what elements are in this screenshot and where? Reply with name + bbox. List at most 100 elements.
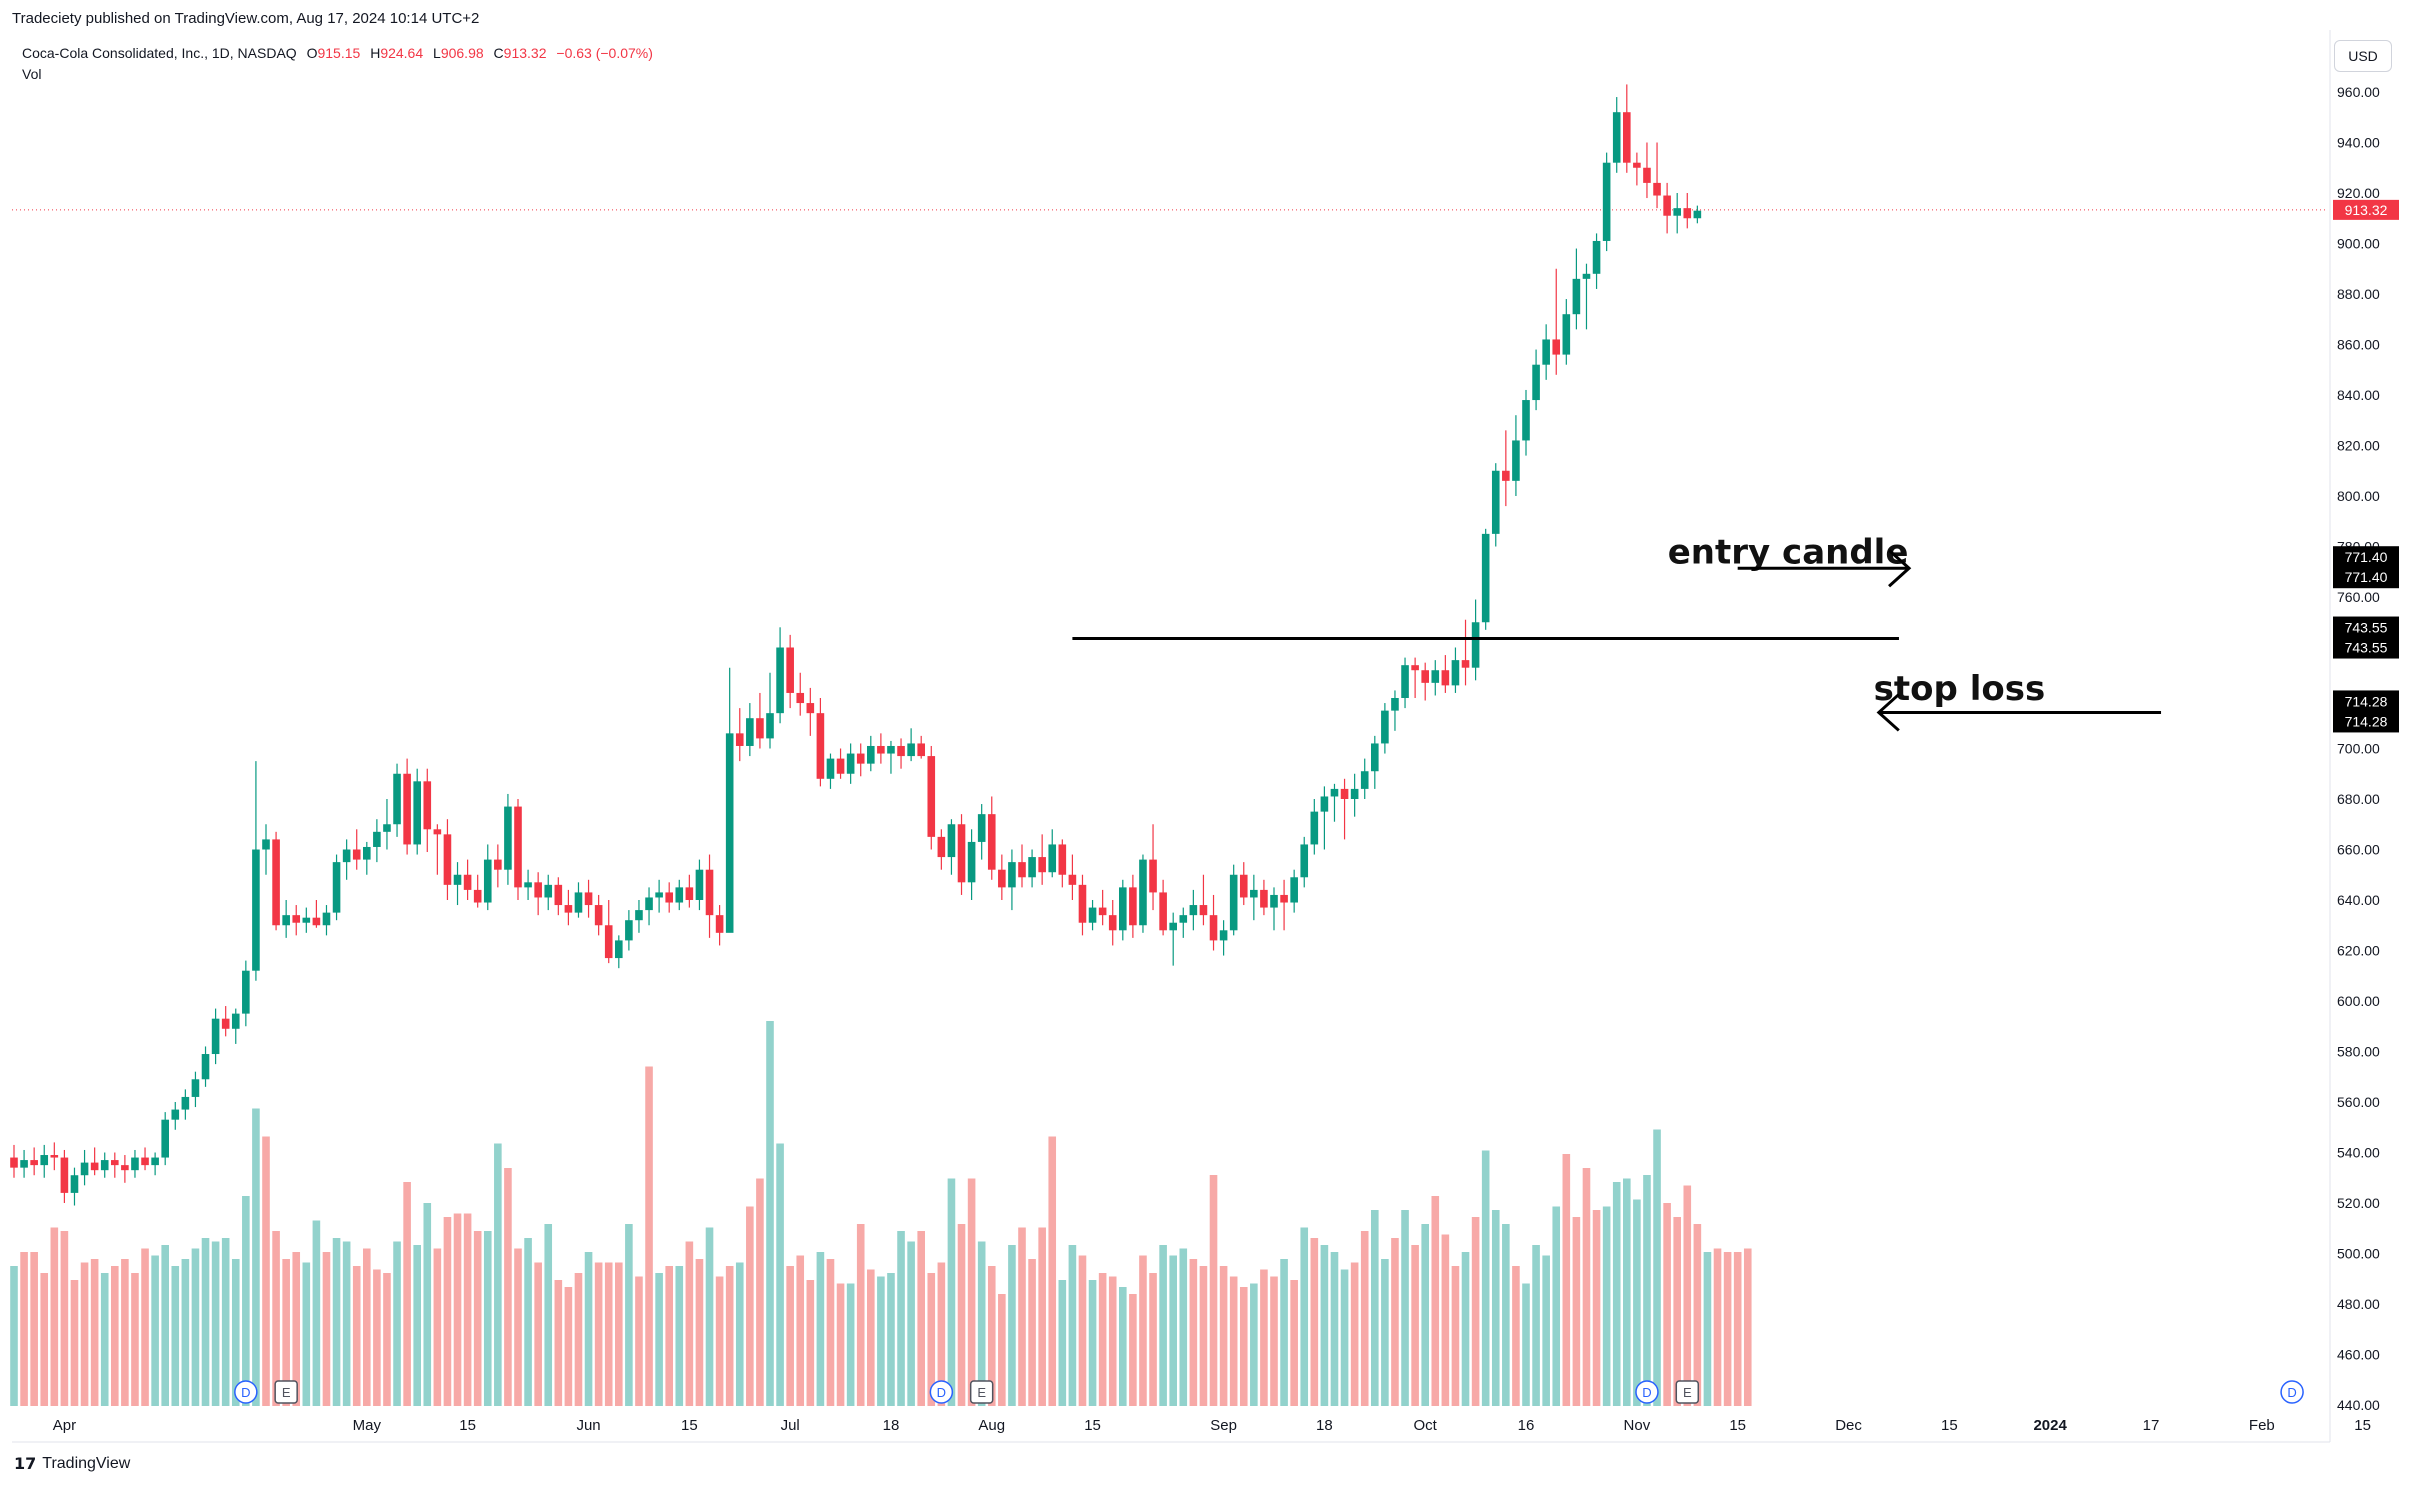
candle: [635, 900, 643, 933]
x-tick-label: 15: [459, 1417, 476, 1434]
candle: [181, 1089, 190, 1120]
volume-bar: [70, 1280, 79, 1406]
candle-body: [131, 1157, 139, 1171]
candle-body: [100, 1160, 109, 1171]
volume-bar: [645, 1066, 653, 1406]
volume-bar: [40, 1273, 49, 1406]
volume-bar: [473, 1231, 482, 1406]
candle: [534, 872, 542, 916]
volume-bar: [887, 1273, 895, 1406]
candle: [10, 1144, 18, 1178]
candle-body: [1139, 859, 1147, 926]
candle: [1199, 874, 1208, 926]
volume-bar: [1683, 1185, 1692, 1406]
volume-bar: [1159, 1245, 1167, 1406]
dividend-marker-icon[interactable]: D: [234, 1380, 258, 1404]
candle-body: [332, 862, 341, 913]
candle: [60, 1149, 69, 1203]
x-tick-label: Jul: [781, 1417, 800, 1434]
volume-bar: [806, 1280, 815, 1406]
candle: [342, 839, 351, 880]
volume-bar: [1723, 1252, 1732, 1406]
candle: [1290, 869, 1298, 913]
candle: [423, 768, 432, 853]
volume-bar: [1542, 1255, 1550, 1406]
candle-body: [826, 758, 835, 779]
candle: [1219, 920, 1228, 956]
earnings-marker-icon[interactable]: E: [969, 1380, 994, 1404]
volume-legend[interactable]: Vol: [22, 66, 42, 82]
volume-bar: [715, 1276, 724, 1406]
candle-body: [504, 806, 512, 870]
candle: [1159, 879, 1167, 936]
volume-bar: [937, 1262, 946, 1406]
candle: [1189, 889, 1198, 931]
price-tag-bg: [2333, 199, 2399, 220]
candle: [1340, 778, 1349, 840]
footer-brand[interactable]: 17 TradingView: [14, 1454, 130, 1473]
candle: [332, 854, 341, 921]
price-tag-text: 771.40: [2345, 549, 2388, 565]
volume-bar: [927, 1273, 936, 1406]
volume-bar: [1008, 1245, 1016, 1406]
volume-bar: [685, 1241, 694, 1406]
candle: [1592, 233, 1601, 289]
candle: [584, 879, 593, 918]
volume-bar: [1139, 1255, 1147, 1406]
dividend-marker-icon[interactable]: D: [2280, 1380, 2304, 1404]
price-tag-text: 714.28: [2345, 693, 2388, 709]
candle-body: [30, 1160, 38, 1166]
volume-bar: [1552, 1206, 1561, 1406]
candle: [252, 761, 260, 981]
dividend-glyph: D: [2287, 1385, 2296, 1400]
volume-bar: [655, 1273, 663, 1406]
volume-bar: [1522, 1283, 1530, 1406]
candle-body: [887, 745, 895, 754]
brand-name: TradingView: [42, 1454, 131, 1472]
volume-bar: [1381, 1259, 1389, 1406]
candle: [625, 910, 633, 951]
candle-body: [554, 884, 563, 906]
candle-body: [1441, 670, 1450, 686]
volume-bar: [1169, 1255, 1177, 1406]
candle-body: [1653, 182, 1661, 196]
volume-bar: [907, 1241, 915, 1406]
candle-body: [685, 887, 694, 900]
candle-body: [1119, 887, 1127, 931]
volume-bar: [161, 1245, 169, 1406]
candle-body: [957, 824, 966, 883]
dividend-marker-icon[interactable]: D: [1635, 1380, 1659, 1404]
candle: [302, 907, 311, 933]
volume-bar: [1209, 1175, 1218, 1406]
volume-bar: [383, 1273, 391, 1406]
candle-body: [967, 841, 976, 883]
y-tick-label: 660.00: [2337, 842, 2380, 858]
candle-body: [1159, 892, 1167, 931]
volume-bar: [1360, 1231, 1369, 1406]
candle-body: [655, 892, 663, 898]
candle-body: [1421, 670, 1429, 683]
dividend-marker-icon[interactable]: D: [929, 1380, 954, 1404]
candle-body: [1280, 894, 1288, 903]
volume-bar: [604, 1262, 613, 1406]
volume-bar: [826, 1259, 835, 1406]
candle: [604, 900, 613, 964]
earnings-marker-icon[interactable]: E: [1675, 1380, 1700, 1404]
earnings-marker-icon[interactable]: E: [274, 1380, 298, 1404]
volume-bar: [463, 1213, 472, 1406]
volume-bar: [856, 1224, 865, 1406]
candle: [675, 879, 684, 911]
symbol-name[interactable]: Coca-Cola Consolidated, Inc., 1D, NASDAQ: [22, 45, 297, 61]
candle: [393, 763, 401, 837]
candle: [70, 1167, 79, 1206]
candle: [1048, 829, 1057, 878]
y-tick-label: 540.00: [2337, 1145, 2380, 1161]
price-tag-bg: [2333, 546, 2399, 589]
candle-body: [352, 849, 361, 860]
candle: [725, 667, 734, 933]
x-tick-label: 18: [1316, 1417, 1333, 1434]
volume-bar: [1028, 1259, 1036, 1406]
candle: [967, 829, 976, 900]
currency-button[interactable]: USD: [2334, 40, 2392, 72]
